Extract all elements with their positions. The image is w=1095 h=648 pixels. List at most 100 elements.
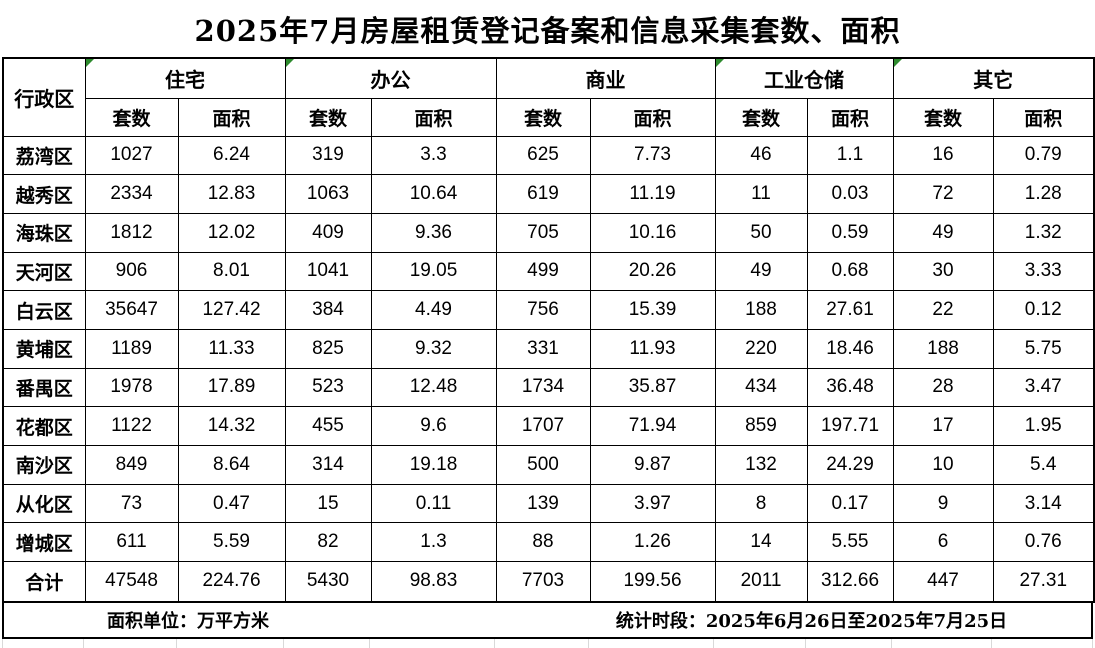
value-cell: 0.68 [806,251,894,292]
value-cell: 46 [714,135,808,176]
value-cell: 188 [892,328,994,369]
group-label: 办公 [370,67,411,92]
group-header-1: 住宅 [84,57,286,99]
value-cell: 1189 [84,328,179,369]
district-cell: 番禺区 [2,367,86,408]
value-cell: 3.47 [992,367,1095,408]
table-body: 荔湾区 1027 6.24 319 3.3 625 7.73 46 1.1 16 0.79 越秀区 23… [2,135,1095,603]
gridline-segment [992,638,1093,648]
district-cell: 荔湾区 [2,135,86,176]
value-cell: 19.05 [370,251,497,292]
value-cell: 30 [892,251,994,292]
value-cell: 127.42 [177,290,286,330]
value-cell: 1122 [84,406,179,446]
table-row: 增城区 611 5.59 82 1.3 88 1.26 14 5.55 6 0.76 [2,522,1095,563]
district-cell: 合计 [2,561,86,603]
table-footer: 面积单位：万平方米 统计时段：2025年6月26日至2025年7月25日 [2,602,1093,639]
group-label: 商业 [585,67,626,92]
value-cell: 8.64 [177,445,286,485]
table-header: 行政区 住宅 办公 商业 工业仓储 其它 套数 面积 套数 面积 套数 面积 套数 面积 套数 面积 [2,57,1095,137]
value-cell: 10 [892,445,994,485]
table-row: 天河区 906 8.01 1041 19.05 499 20.26 49 0.68 30 3.33 [2,251,1095,292]
value-cell: 10.16 [589,212,716,253]
value-cell: 3.3 [370,135,497,176]
value-cell: 12.48 [370,367,497,408]
value-cell: 625 [495,135,591,176]
value-cell: 14.32 [177,406,286,446]
value-cell: 611 [84,522,179,563]
value-cell: 27.31 [992,561,1095,603]
value-cell: 331 [495,328,591,369]
value-cell: 7703 [495,561,591,603]
gridline-strip [2,638,1093,648]
district-cell: 天河区 [2,251,86,292]
group-label: 工业仓储 [764,67,844,92]
sub-header-label: 面积 [370,97,497,137]
value-cell: 0.47 [177,483,286,524]
value-cell: 0.17 [806,483,894,524]
value-cell: 6 [892,522,994,563]
value-cell: 188 [714,290,808,330]
value-cell: 1.32 [992,212,1095,253]
value-cell: 1978 [84,367,179,408]
value-cell: 9.87 [589,445,716,485]
value-cell: 0.12 [992,290,1095,330]
group-header-4: 工业仓储 [714,57,894,99]
sub-header-label: 面积 [589,97,716,137]
gridline-segment [892,638,992,648]
table-row: 荔湾区 1027 6.24 319 3.3 625 7.73 46 1.1 16 0.79 [2,135,1095,176]
value-cell: 5.4 [992,445,1095,485]
table-row: 越秀区 2334 12.83 1063 10.64 619 11.19 11 0.03 72 1.2… [2,174,1095,214]
value-cell: 9.6 [370,406,497,446]
value-cell: 49 [892,212,994,253]
gridline-segment [714,638,806,648]
value-cell: 73 [84,483,179,524]
value-cell: 1.26 [589,522,716,563]
sub-header-label: 面积 [992,97,1095,137]
value-cell: 71.94 [589,406,716,446]
value-cell: 17 [892,406,994,446]
table-row: 花都区 1122 14.32 455 9.6 1707 71.94 859 197.71 17 1.… [2,406,1095,446]
group-header-3: 商业 [495,57,716,99]
gridline-segment [284,638,370,648]
value-cell: 8 [714,483,808,524]
value-cell: 132 [714,445,808,485]
value-cell: 705 [495,212,591,253]
value-cell: 1.95 [992,406,1095,446]
value-cell: 49 [714,251,808,292]
table-row: 南沙区 849 8.64 314 19.18 500 9.87 132 24.29 10 5.4 [2,445,1095,485]
value-cell: 14 [714,522,808,563]
value-cell: 2334 [84,174,179,214]
value-cell: 1707 [495,406,591,446]
sub-header-label: 套数 [495,97,591,137]
group-header-5: 其它 [892,57,1095,99]
value-cell: 1.28 [992,174,1095,214]
value-cell: 72 [892,174,994,214]
value-cell: 500 [495,445,591,485]
value-cell: 1027 [84,135,179,176]
table-row: 番禺区 1978 17.89 523 12.48 1734 35.87 434 36.48 28 3… [2,367,1095,408]
value-cell: 224.76 [177,561,286,603]
value-cell: 20.26 [589,251,716,292]
value-cell: 859 [714,406,808,446]
value-cell: 409 [284,212,372,253]
district-cell: 黄埔区 [2,328,86,369]
value-cell: 0.76 [992,522,1095,563]
value-cell: 499 [495,251,591,292]
value-cell: 319 [284,135,372,176]
value-cell: 15 [284,483,372,524]
value-cell: 12.02 [177,212,286,253]
value-cell: 1812 [84,212,179,253]
gridline-segment [370,638,495,648]
value-cell: 18.46 [806,328,894,369]
value-cell: 27.61 [806,290,894,330]
value-cell: 7.73 [589,135,716,176]
value-cell: 11 [714,174,808,214]
header-group-row: 行政区 住宅 办公 商业 工业仓储 其它 [2,57,1095,137]
value-cell: 3.33 [992,251,1095,292]
gridline-segment [806,638,892,648]
value-cell: 15.39 [589,290,716,330]
sub-header-label: 面积 [177,97,286,137]
value-cell: 98.83 [370,561,497,603]
